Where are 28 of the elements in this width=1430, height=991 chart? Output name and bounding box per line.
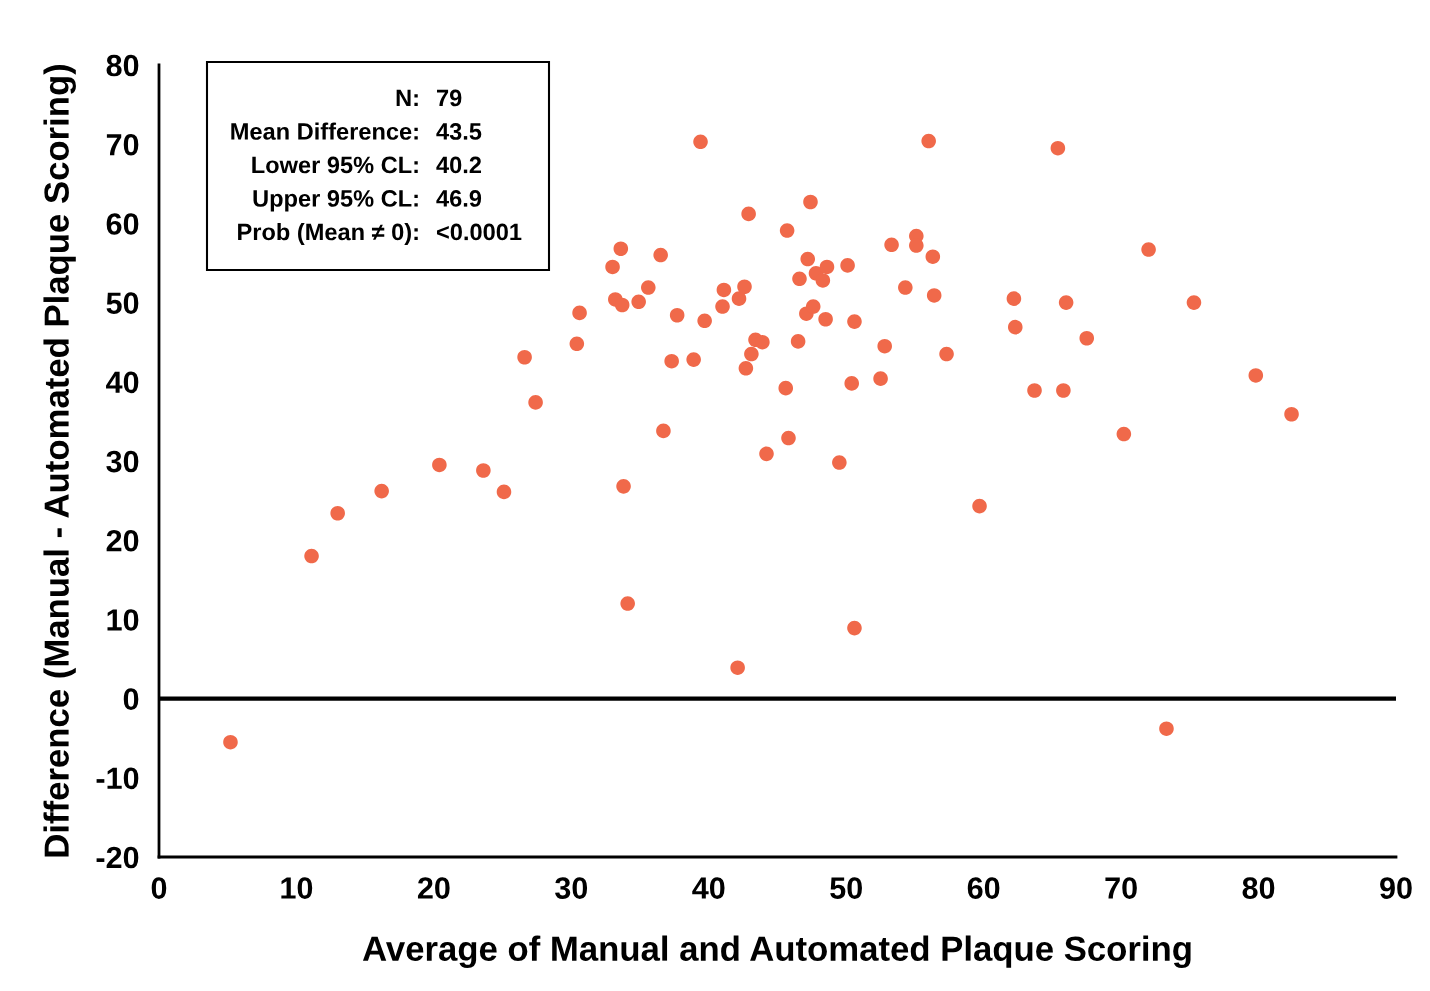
- x-tick-label: 50: [830, 877, 862, 899]
- annotation: Mean Difference: 43.5: [231, 122, 482, 140]
- x-tick-label: 0: [151, 877, 167, 899]
- x-tick-label: 90: [1380, 877, 1412, 899]
- y-axis-title: Difference (Manual - Automated Plaque Scoring): [43, 64, 76, 857]
- annotation: N: 79: [396, 89, 462, 107]
- y-tick-label: -20: [96, 846, 139, 869]
- annotation: Lower 95% CL: 40.2: [252, 156, 482, 174]
- y-tick-label: 0: [123, 688, 139, 710]
- x-tick-label: 40: [692, 877, 725, 899]
- y-tick-label: 20: [106, 529, 139, 552]
- x-tick-label: 10: [281, 877, 313, 899]
- annotation: Upper 95% CL: 46.9: [253, 190, 482, 212]
- y-tick-label: 10: [107, 609, 139, 631]
- annotation: Prob (Mean ≠ 0): <0.0001: [238, 223, 522, 245]
- x-tick-label: 80: [1242, 877, 1275, 899]
- y-tick-label: 70: [106, 133, 139, 156]
- y-tick-label: -10: [96, 767, 139, 790]
- y-tick-label: 50: [106, 292, 139, 314]
- y-tick-label: 60: [106, 213, 139, 235]
- y-tick-label: 40: [106, 371, 139, 394]
- x-tick-label: 70: [1105, 877, 1137, 899]
- x-tick-label: 30: [555, 877, 588, 899]
- x-tick-label: 20: [417, 877, 450, 899]
- y-tick-label: 30: [106, 450, 139, 473]
- y-tick-label: 80: [106, 54, 139, 77]
- x-tick-label: 60: [967, 877, 1000, 899]
- x-axis-title: Average of Manual and Automated Plaque Scoring: [362, 935, 1191, 968]
